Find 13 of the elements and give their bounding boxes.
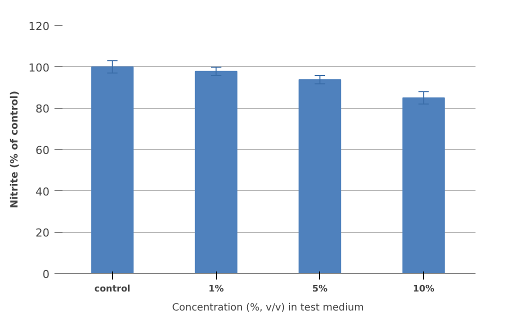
x-tick-label: 10% — [412, 284, 434, 294]
x-tick-label: 1% — [208, 284, 224, 294]
y-tick-label: 80 — [36, 102, 50, 116]
x-tick-label: 5% — [312, 284, 328, 294]
y-tick-label: 60 — [36, 144, 50, 157]
y-tick-label: 120 — [28, 20, 50, 33]
y-tick-label: 100 — [28, 61, 50, 74]
y-tick-label: 20 — [36, 226, 50, 240]
y-tick-label: 40 — [36, 185, 50, 198]
y-axis-title: Nitrite (% of control) — [10, 90, 21, 208]
y-tick-label: 0 — [42, 268, 50, 281]
x-tick-label: control — [94, 284, 130, 294]
x-axis-title: Concentration (%, v/v) in test medium — [172, 302, 364, 314]
